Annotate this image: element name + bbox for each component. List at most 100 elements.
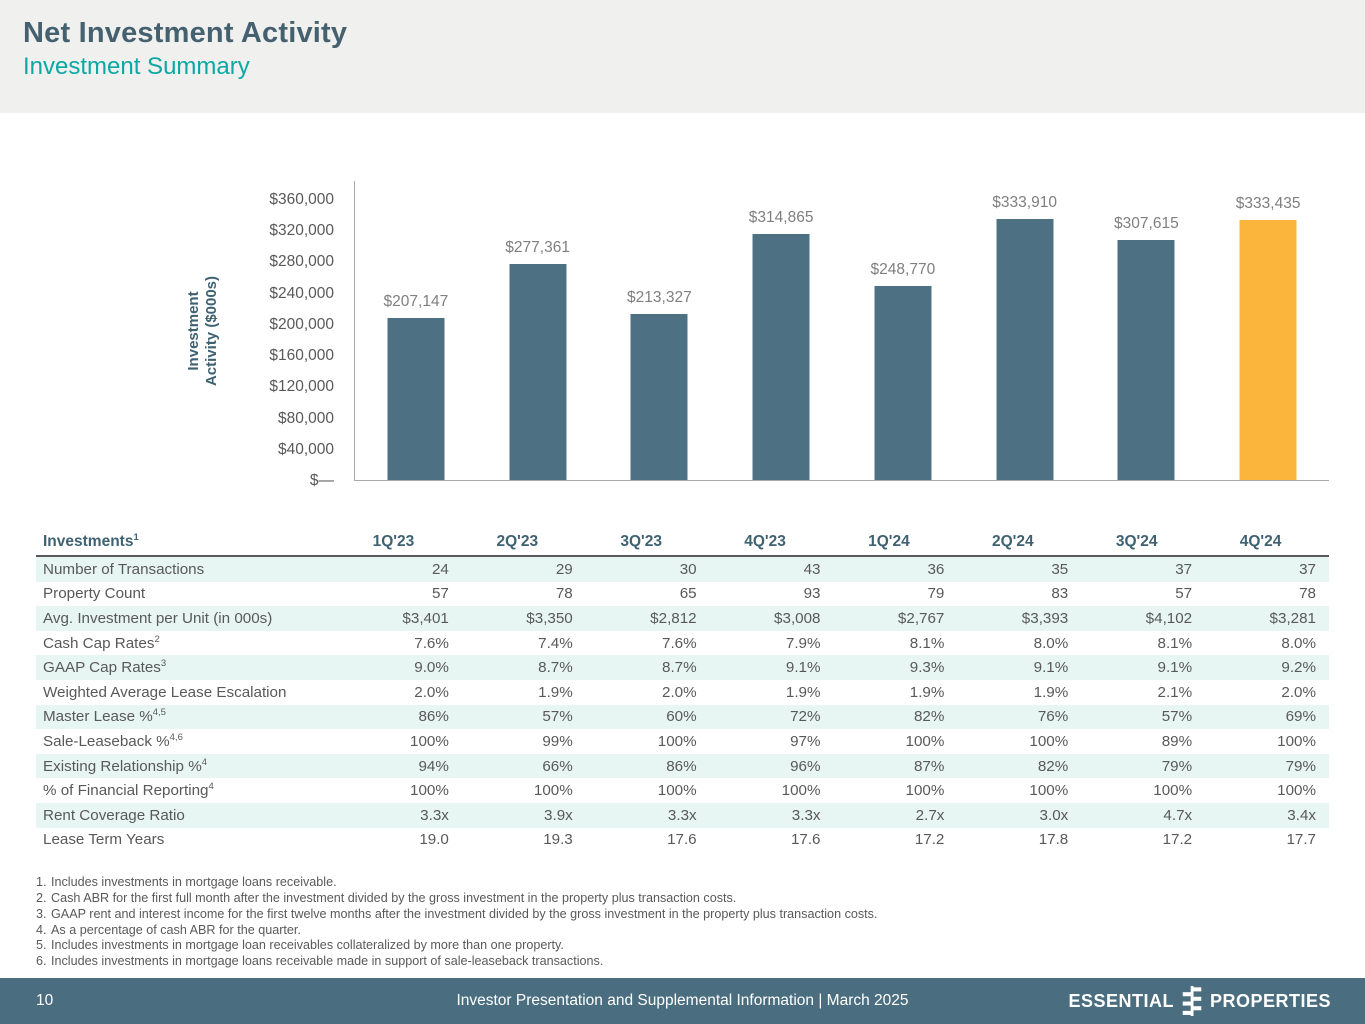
logo-text-essential: ESSENTIAL	[1068, 990, 1174, 1011]
table-cell: 69%	[1285, 708, 1316, 726]
y-axis-tick: $—	[309, 472, 334, 489]
table-cell: 100%	[781, 782, 821, 800]
table-cell: 1.9%	[1033, 683, 1069, 701]
table-row: Existing Relationship %4 94% 66% 86% 96% 87% 8…	[36, 753, 1329, 779]
table-cell: 3.3x	[667, 806, 697, 824]
y-axis-tick: $120,000	[269, 378, 334, 396]
row-label: GAAP Cap Rates3	[43, 658, 167, 677]
row-label: Lease Term Years	[43, 831, 165, 849]
essential-properties-mark-icon	[1182, 986, 1202, 1016]
table-row: Property Count 57 78 65 93 79 83 57 78	[36, 582, 1329, 607]
y-axis-title-line1: Investment	[185, 291, 202, 371]
table-cell: 17.6	[790, 831, 821, 849]
table-cell: 57%	[542, 708, 573, 726]
table-cell: 100%	[1277, 782, 1316, 800]
bar-3Q'24	[1117, 239, 1175, 480]
table-cell: 57	[1175, 585, 1193, 603]
y-axis-tick: $80,000	[277, 409, 334, 427]
page-subtitle: Investment Summary	[23, 53, 250, 80]
table-cell: 37	[1299, 560, 1316, 578]
table-cell: 36	[927, 560, 945, 578]
chart-plot-area: $207,147 $277,361 $213,327 $314,865 $248,770…	[354, 181, 1329, 481]
row-label: Rent Coverage Ratio	[43, 806, 185, 824]
table-cell: $3,008	[774, 609, 821, 627]
row-label: Cash Cap Rates2	[43, 633, 160, 652]
table-cell: 3.0x	[1039, 806, 1069, 824]
table-cell: 78	[1299, 585, 1316, 603]
table-cell: 9.2%	[1281, 659, 1316, 677]
table-cell: $4,102	[1145, 609, 1193, 627]
y-axis-tick: $320,000	[269, 222, 334, 240]
logo-text-properties: PROPERTIES	[1209, 990, 1331, 1011]
column-header-3Q'23: 3Q'23	[620, 532, 662, 550]
row-label: Master Lease %4,5	[43, 707, 166, 726]
column-header-4Q'24: 4Q'24	[1239, 532, 1282, 550]
bar-value-label: $213,327	[627, 288, 692, 306]
footnotes: 1. Includes investments in mortgage loans…	[36, 875, 1329, 970]
footnote: 3. GAAP rent and interest income for the …	[36, 906, 878, 921]
table-cell: 3.3x	[791, 806, 821, 824]
table-cell: 1.9%	[785, 683, 821, 701]
table-cell: 79%	[1285, 757, 1316, 775]
table-cell: 72%	[790, 708, 821, 726]
y-axis-title-text: Investment Activity ($000s)	[185, 276, 221, 386]
table-cell: 100%	[1029, 732, 1069, 750]
table-cell: 9.1%	[1157, 659, 1193, 677]
row-label: Avg. Investment per Unit (in 000s)	[43, 609, 273, 627]
table-cell: 19.3	[543, 831, 573, 849]
page-title: Net Investment Activity	[23, 17, 348, 49]
row-label: Sale-Leaseback %4,6	[43, 731, 183, 750]
table-cell: 7.6%	[414, 634, 449, 652]
table-cell: 17.6	[667, 831, 697, 849]
bar-value-label: $333,910	[992, 194, 1057, 212]
footnote: 6. Includes investments in mortgage loans…	[36, 954, 604, 969]
table-cell: 1.9%	[538, 683, 573, 701]
table-cell: 8.0%	[1281, 634, 1316, 652]
table-cell: 17.2	[914, 831, 945, 849]
bar-slot-3Q'23: $213,327	[599, 181, 721, 480]
table-cell: 7.9%	[785, 634, 821, 652]
table-cell: 100%	[1277, 732, 1316, 750]
column-header-2Q'24: 2Q'24	[992, 532, 1034, 550]
table-row: % of Financial Reporting4 100% 100% 100% 100…	[36, 778, 1329, 803]
table-cell: 9.1%	[785, 659, 821, 677]
table-cell: 8.1%	[1157, 634, 1193, 652]
table-row: Avg. Investment per Unit (in 000s) $3,401…	[36, 606, 1329, 631]
bar-value-label: $277,361	[505, 238, 570, 256]
table-cell: 57	[431, 585, 449, 603]
table-cell: 100%	[1153, 782, 1193, 800]
y-axis-tick: $200,000	[269, 315, 334, 333]
table-cell: $2,812	[650, 609, 697, 627]
y-axis-title-line2: Activity ($000s)	[203, 275, 220, 387]
table-cell: 8.0%	[1033, 634, 1069, 652]
bar-slot-3Q'24: $307,615	[1086, 181, 1208, 480]
table-cell: 89%	[1161, 732, 1193, 750]
table-cell: 100%	[1029, 782, 1069, 800]
bar-value-label: $248,770	[870, 260, 936, 278]
table-cell: 19.0	[419, 831, 449, 849]
table-row: Cash Cap Rates2 7.6% 7.4% 7.6% 7.9% 8.1% 8.0% 8…	[36, 631, 1329, 656]
row-label: Number of Transactions	[43, 560, 205, 578]
table-cell: 100%	[410, 732, 449, 750]
bar-value-label: $307,615	[1114, 214, 1179, 232]
table-cell: 83	[1051, 585, 1069, 603]
table-cell: 60%	[666, 708, 697, 726]
table-cell: 100%	[657, 782, 697, 800]
bar-4Q'24	[1239, 219, 1297, 480]
table-cell: 43	[803, 560, 821, 578]
table-row: Weighted Average Lease Escalation 2.0% 1.9…	[36, 680, 1329, 705]
table-cell: 82%	[1037, 757, 1069, 775]
table-cell: $2,767	[897, 609, 945, 627]
table-cell: 66%	[542, 757, 573, 775]
table-cell: 3.9x	[544, 806, 573, 824]
table-cell: 9.1%	[1033, 659, 1069, 677]
bar-1Q'23	[387, 318, 445, 480]
bar-slot-4Q'24: $333,435	[1207, 181, 1329, 480]
table-cell: 24	[431, 560, 449, 578]
y-axis-title: Investment Activity ($000s)	[180, 181, 226, 481]
y-axis-tick: $160,000	[269, 347, 334, 365]
y-axis-tick: $240,000	[269, 284, 334, 302]
table-cell: 76%	[1037, 708, 1069, 726]
table-cell: 65	[679, 585, 697, 603]
table-body: Number of Transactions 24 29 30 43 36 35 37 37 Pr…	[36, 557, 1329, 852]
